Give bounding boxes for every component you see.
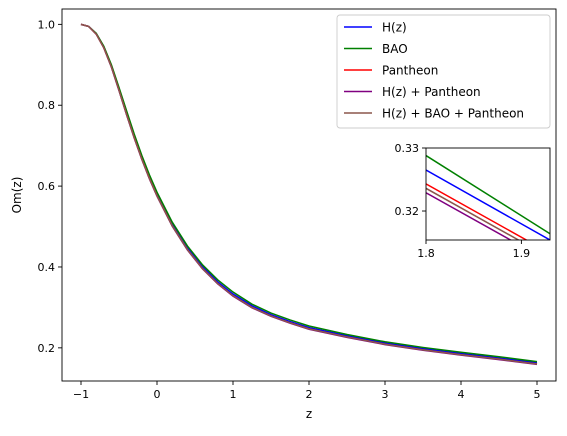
inset-series-line-bao: [426, 154, 550, 235]
legend-label: H(z) + Pantheon: [382, 85, 481, 99]
series-line-h-z-bao-pantheon: [80, 23, 538, 365]
x-tick-label: 4: [458, 388, 465, 401]
inset-axes-frame: [425, 147, 551, 241]
inset-x-tick-label: 1.8: [417, 247, 435, 260]
inset-series-line-pantheon: [426, 183, 528, 240]
legend-item-h-z: H(z): [344, 21, 407, 35]
inset-series-group: [426, 154, 550, 240]
y-tick-label: 0.2: [38, 342, 56, 355]
x-axis-label: z: [306, 407, 312, 421]
legend-item-h-z-pantheon: H(z) + Pantheon: [344, 85, 481, 99]
y-tick-label: 0.4: [38, 261, 56, 274]
x-tick-label: 0: [154, 388, 161, 401]
y-tick-label: 0.8: [38, 99, 56, 112]
legend-item-bao: BAO: [344, 42, 408, 56]
x-tick-label: 5: [534, 388, 541, 401]
inset-y-tick-label: 0.33: [395, 142, 420, 155]
legend: H(z) BAO Pantheon H(z) + Pantheon H(z) + BAO…: [336, 14, 551, 129]
inset-y-tick-label: 0.32: [395, 205, 420, 218]
inset-y-axis-ticks: 0.32 0.33: [395, 142, 426, 218]
y-tick-label: 1.0: [38, 18, 56, 31]
inset-series-line-h-z-pantheon: [426, 192, 513, 240]
legend-label: BAO: [382, 42, 408, 56]
legend-label: H(z) + BAO + Pantheon: [382, 107, 524, 121]
legend-item-h-z-bao-pantheon: H(z) + BAO + Pantheon: [344, 107, 524, 121]
y-tick-label: 0.6: [38, 180, 56, 193]
inset-series-line-h-z-bao-pantheon: [426, 187, 520, 240]
inset-x-axis-ticks: 1.8 1.9: [417, 240, 530, 260]
x-axis-ticks: −1 0 1 2 3 4 5: [73, 381, 541, 401]
y-axis-label: Om(z): [10, 177, 24, 214]
x-tick-label: 1: [230, 388, 237, 401]
legend-item-pantheon: Pantheon: [344, 64, 438, 78]
x-tick-label: 2: [306, 388, 313, 401]
x-tick-label: 3: [382, 388, 389, 401]
y-axis-ticks: 0.2 0.4 0.6 0.8 1.0: [38, 18, 62, 355]
inset-zoom: 1.8 1.9 0.32 0.33: [395, 142, 551, 260]
inset-x-tick-label: 1.9: [513, 247, 531, 260]
inset-series-line-h-z: [426, 169, 550, 240]
x-tick-label: −1: [73, 388, 89, 401]
main-series-group: [80, 23, 538, 366]
legend-frame: [336, 14, 551, 129]
legend-label: Pantheon: [382, 64, 438, 78]
legend-label: H(z): [382, 21, 407, 35]
